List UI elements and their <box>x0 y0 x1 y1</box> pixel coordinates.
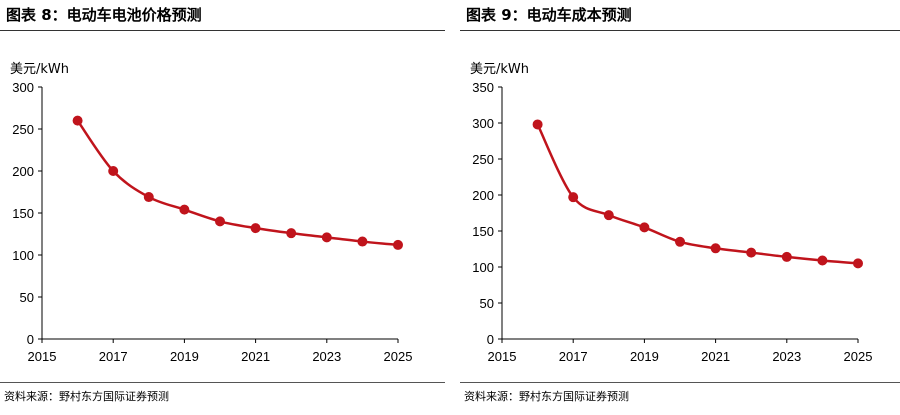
y-tick-label: 350 <box>472 80 494 95</box>
y-axis-unit-label: 美元/kWh <box>10 62 70 77</box>
data-point <box>639 222 650 233</box>
source-divider <box>460 382 900 383</box>
y-tick-label: 0 <box>487 332 494 347</box>
data-point <box>72 115 83 126</box>
y-tick-label: 150 <box>12 206 34 221</box>
data-point <box>250 223 261 234</box>
data-point <box>286 228 297 239</box>
y-axis-unit-label: 美元/kWh <box>470 62 530 77</box>
source-divider <box>0 382 445 383</box>
x-tick-label: 2021 <box>241 349 270 364</box>
x-tick-label: 2025 <box>844 349 873 364</box>
y-tick-label: 150 <box>472 224 494 239</box>
data-point <box>357 236 368 247</box>
title-divider <box>460 30 900 31</box>
x-tick-label: 2023 <box>312 349 341 364</box>
x-tick-label: 2025 <box>384 349 413 364</box>
series-line <box>536 123 859 265</box>
data-point <box>321 232 332 243</box>
x-tick-label: 2017 <box>99 349 128 364</box>
line-chart-ev-cost: 0 50 100 150 200 250 300 350 2015 2017 2019 2021 202… <box>472 80 873 364</box>
data-point <box>817 255 828 266</box>
chart-panel-battery-price: 图表 8：电动车电池价格预测 美元/kWh 0 50 100 150 200 250 300… <box>0 6 445 403</box>
y-tick-label: 50 <box>20 290 34 305</box>
x-tick-label: 2015 <box>28 349 57 364</box>
y-tick-label: 200 <box>12 164 34 179</box>
source-note: 资料来源：野村东方国际证券预测 <box>464 390 629 403</box>
title-divider <box>0 30 445 31</box>
chart-panel-ev-cost: 图表 9：电动车成本预测 美元/kWh 0 50 100 150 200 250 300 35… <box>460 0 900 415</box>
y-tick-label: 0 <box>27 332 34 347</box>
y-tick-label: 250 <box>12 122 34 137</box>
data-point <box>179 204 190 215</box>
x-tick-label: 2015 <box>488 349 517 364</box>
data-point <box>532 119 543 130</box>
data-point <box>215 216 225 227</box>
x-tick-label: 2017 <box>559 349 588 364</box>
y-tick-label: 300 <box>12 80 34 95</box>
y-tick-label: 100 <box>472 260 494 275</box>
data-point <box>143 192 154 203</box>
y-tick-label: 250 <box>472 152 494 167</box>
data-point <box>853 258 863 269</box>
y-tick-label: 100 <box>12 248 34 263</box>
data-point <box>603 210 614 221</box>
data-point <box>710 243 721 254</box>
x-tick-label: 2021 <box>701 349 730 364</box>
data-point <box>675 236 685 247</box>
y-tick-label: 200 <box>472 188 494 203</box>
y-tick-label: 50 <box>480 296 494 311</box>
data-point <box>568 192 579 203</box>
data-point <box>393 239 403 250</box>
y-tick-label: 300 <box>472 116 494 131</box>
data-point <box>746 247 757 258</box>
chart-title: 图表 9：电动车成本预测 <box>466 6 632 24</box>
x-tick-label: 2019 <box>170 349 199 364</box>
x-tick-label: 2019 <box>630 349 659 364</box>
source-note: 资料来源：野村东方国际证券预测 <box>4 390 169 403</box>
data-point <box>108 166 119 176</box>
series-line <box>76 119 399 247</box>
chart-title: 图表 8：电动车电池价格预测 <box>6 6 202 24</box>
line-chart-battery-price: 0 50 100 150 200 250 300 2015 2017 2019 2021 2023 20… <box>12 80 413 364</box>
x-tick-label: 2023 <box>772 349 801 364</box>
data-point <box>781 251 792 262</box>
